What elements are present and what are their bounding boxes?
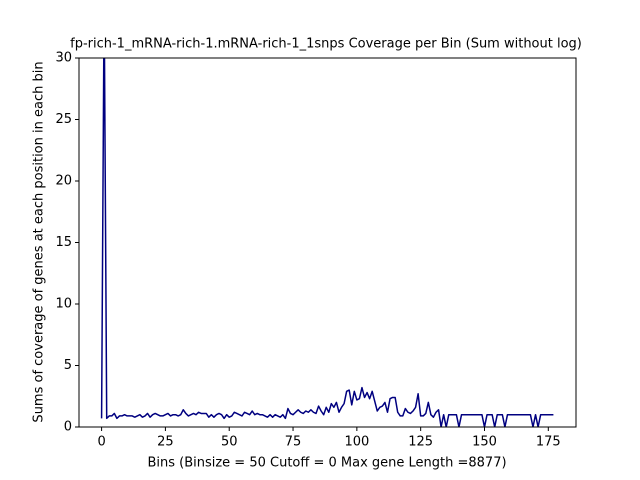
- x-axis-label: Bins (Binsize = 50 Cutoff = 0 Max gene L…: [147, 456, 506, 471]
- x-tick-label: 125: [408, 435, 433, 450]
- y-tick-label: 20: [55, 174, 72, 189]
- data-line: [100, 58, 554, 427]
- chart-title: fp-rich-1_mRNA-rich-1.mRNA-rich-1_1snps …: [70, 37, 582, 52]
- x-tick-label: 100: [344, 435, 369, 450]
- y-tick-label: 5: [64, 358, 72, 373]
- x-tick-label: 175: [536, 435, 561, 450]
- plot-area: [100, 58, 554, 427]
- axes-frame: [78, 57, 577, 428]
- x-tick-label: 75: [285, 435, 302, 450]
- x-tick-label: 150: [472, 435, 497, 450]
- y-tick-label: 0: [64, 420, 72, 435]
- y-tick-label: 15: [55, 235, 72, 250]
- y-axis-label: Sums of coverage of genes at each positi…: [32, 61, 47, 422]
- y-tick-label: 30: [55, 51, 72, 66]
- y-tick-label: 10: [55, 297, 72, 312]
- y-tick-label: 25: [55, 112, 72, 127]
- x-tick-label: 50: [221, 435, 238, 450]
- x-tick-label: 0: [97, 435, 105, 450]
- x-tick-label: 25: [157, 435, 174, 450]
